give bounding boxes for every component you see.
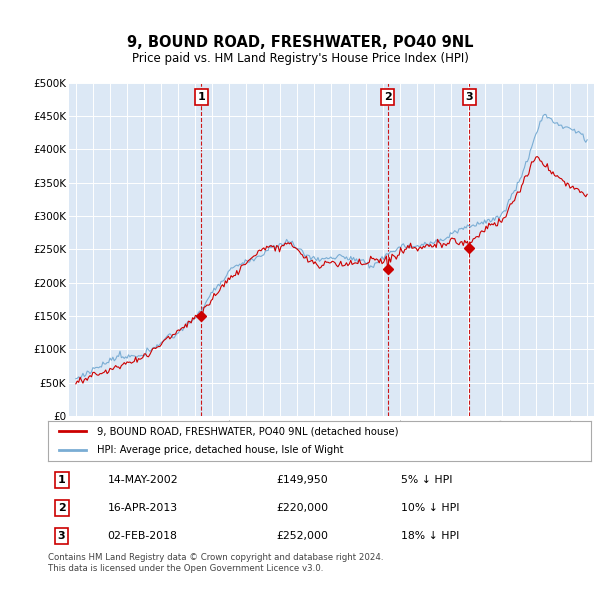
Text: 9, BOUND ROAD, FRESHWATER, PO40 9NL (detached house): 9, BOUND ROAD, FRESHWATER, PO40 9NL (det… bbox=[97, 427, 398, 436]
Text: 10% ↓ HPI: 10% ↓ HPI bbox=[401, 503, 460, 513]
Text: 14-MAY-2002: 14-MAY-2002 bbox=[108, 475, 178, 485]
Text: 5% ↓ HPI: 5% ↓ HPI bbox=[401, 475, 452, 485]
Text: 16-APR-2013: 16-APR-2013 bbox=[108, 503, 178, 513]
Text: 1: 1 bbox=[197, 92, 205, 102]
Text: HPI: Average price, detached house, Isle of Wight: HPI: Average price, detached house, Isle… bbox=[97, 445, 343, 455]
Text: 9, BOUND ROAD, FRESHWATER, PO40 9NL: 9, BOUND ROAD, FRESHWATER, PO40 9NL bbox=[127, 35, 473, 50]
Text: £149,950: £149,950 bbox=[276, 475, 328, 485]
Text: 3: 3 bbox=[58, 531, 65, 541]
Text: 18% ↓ HPI: 18% ↓ HPI bbox=[401, 531, 460, 541]
Text: £220,000: £220,000 bbox=[276, 503, 328, 513]
Text: Price paid vs. HM Land Registry's House Price Index (HPI): Price paid vs. HM Land Registry's House … bbox=[131, 52, 469, 65]
Text: 2: 2 bbox=[58, 503, 65, 513]
Text: 3: 3 bbox=[466, 92, 473, 102]
Text: 2: 2 bbox=[384, 92, 391, 102]
Text: Contains HM Land Registry data © Crown copyright and database right 2024.
This d: Contains HM Land Registry data © Crown c… bbox=[48, 553, 383, 573]
Text: 1: 1 bbox=[58, 475, 65, 485]
Text: £252,000: £252,000 bbox=[276, 531, 328, 541]
Text: 02-FEB-2018: 02-FEB-2018 bbox=[108, 531, 178, 541]
